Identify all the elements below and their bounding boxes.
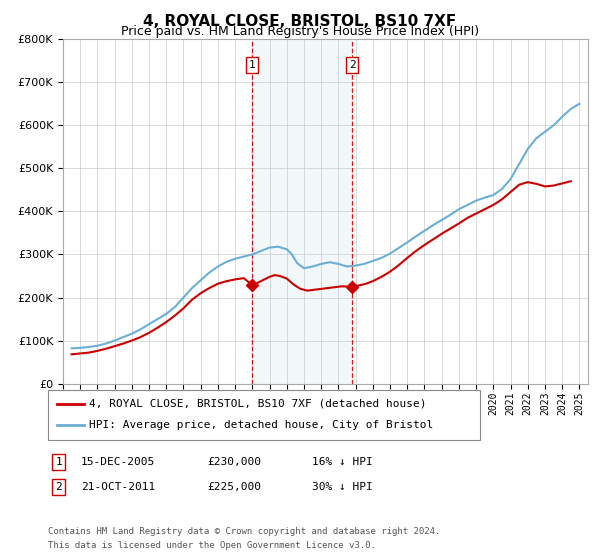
Text: 4, ROYAL CLOSE, BRISTOL, BS10 7XF (detached house): 4, ROYAL CLOSE, BRISTOL, BS10 7XF (detac… xyxy=(89,399,426,409)
Text: £225,000: £225,000 xyxy=(207,482,261,492)
Text: This data is licensed under the Open Government Licence v3.0.: This data is licensed under the Open Gov… xyxy=(48,541,376,550)
Text: Contains HM Land Registry data © Crown copyright and database right 2024.: Contains HM Land Registry data © Crown c… xyxy=(48,528,440,536)
Text: HPI: Average price, detached house, City of Bristol: HPI: Average price, detached house, City… xyxy=(89,420,433,430)
Text: 2: 2 xyxy=(55,482,62,492)
Text: 4, ROYAL CLOSE, BRISTOL, BS10 7XF: 4, ROYAL CLOSE, BRISTOL, BS10 7XF xyxy=(143,14,457,29)
Text: 1: 1 xyxy=(55,457,62,467)
Text: 21-OCT-2011: 21-OCT-2011 xyxy=(81,482,155,492)
Text: Price paid vs. HM Land Registry's House Price Index (HPI): Price paid vs. HM Land Registry's House … xyxy=(121,25,479,38)
Text: 15-DEC-2005: 15-DEC-2005 xyxy=(81,457,155,467)
Text: £230,000: £230,000 xyxy=(207,457,261,467)
Text: 16% ↓ HPI: 16% ↓ HPI xyxy=(312,457,373,467)
Text: 30% ↓ HPI: 30% ↓ HPI xyxy=(312,482,373,492)
Text: 1: 1 xyxy=(248,60,255,70)
Bar xyxy=(251,39,352,384)
Text: 2: 2 xyxy=(349,60,356,70)
